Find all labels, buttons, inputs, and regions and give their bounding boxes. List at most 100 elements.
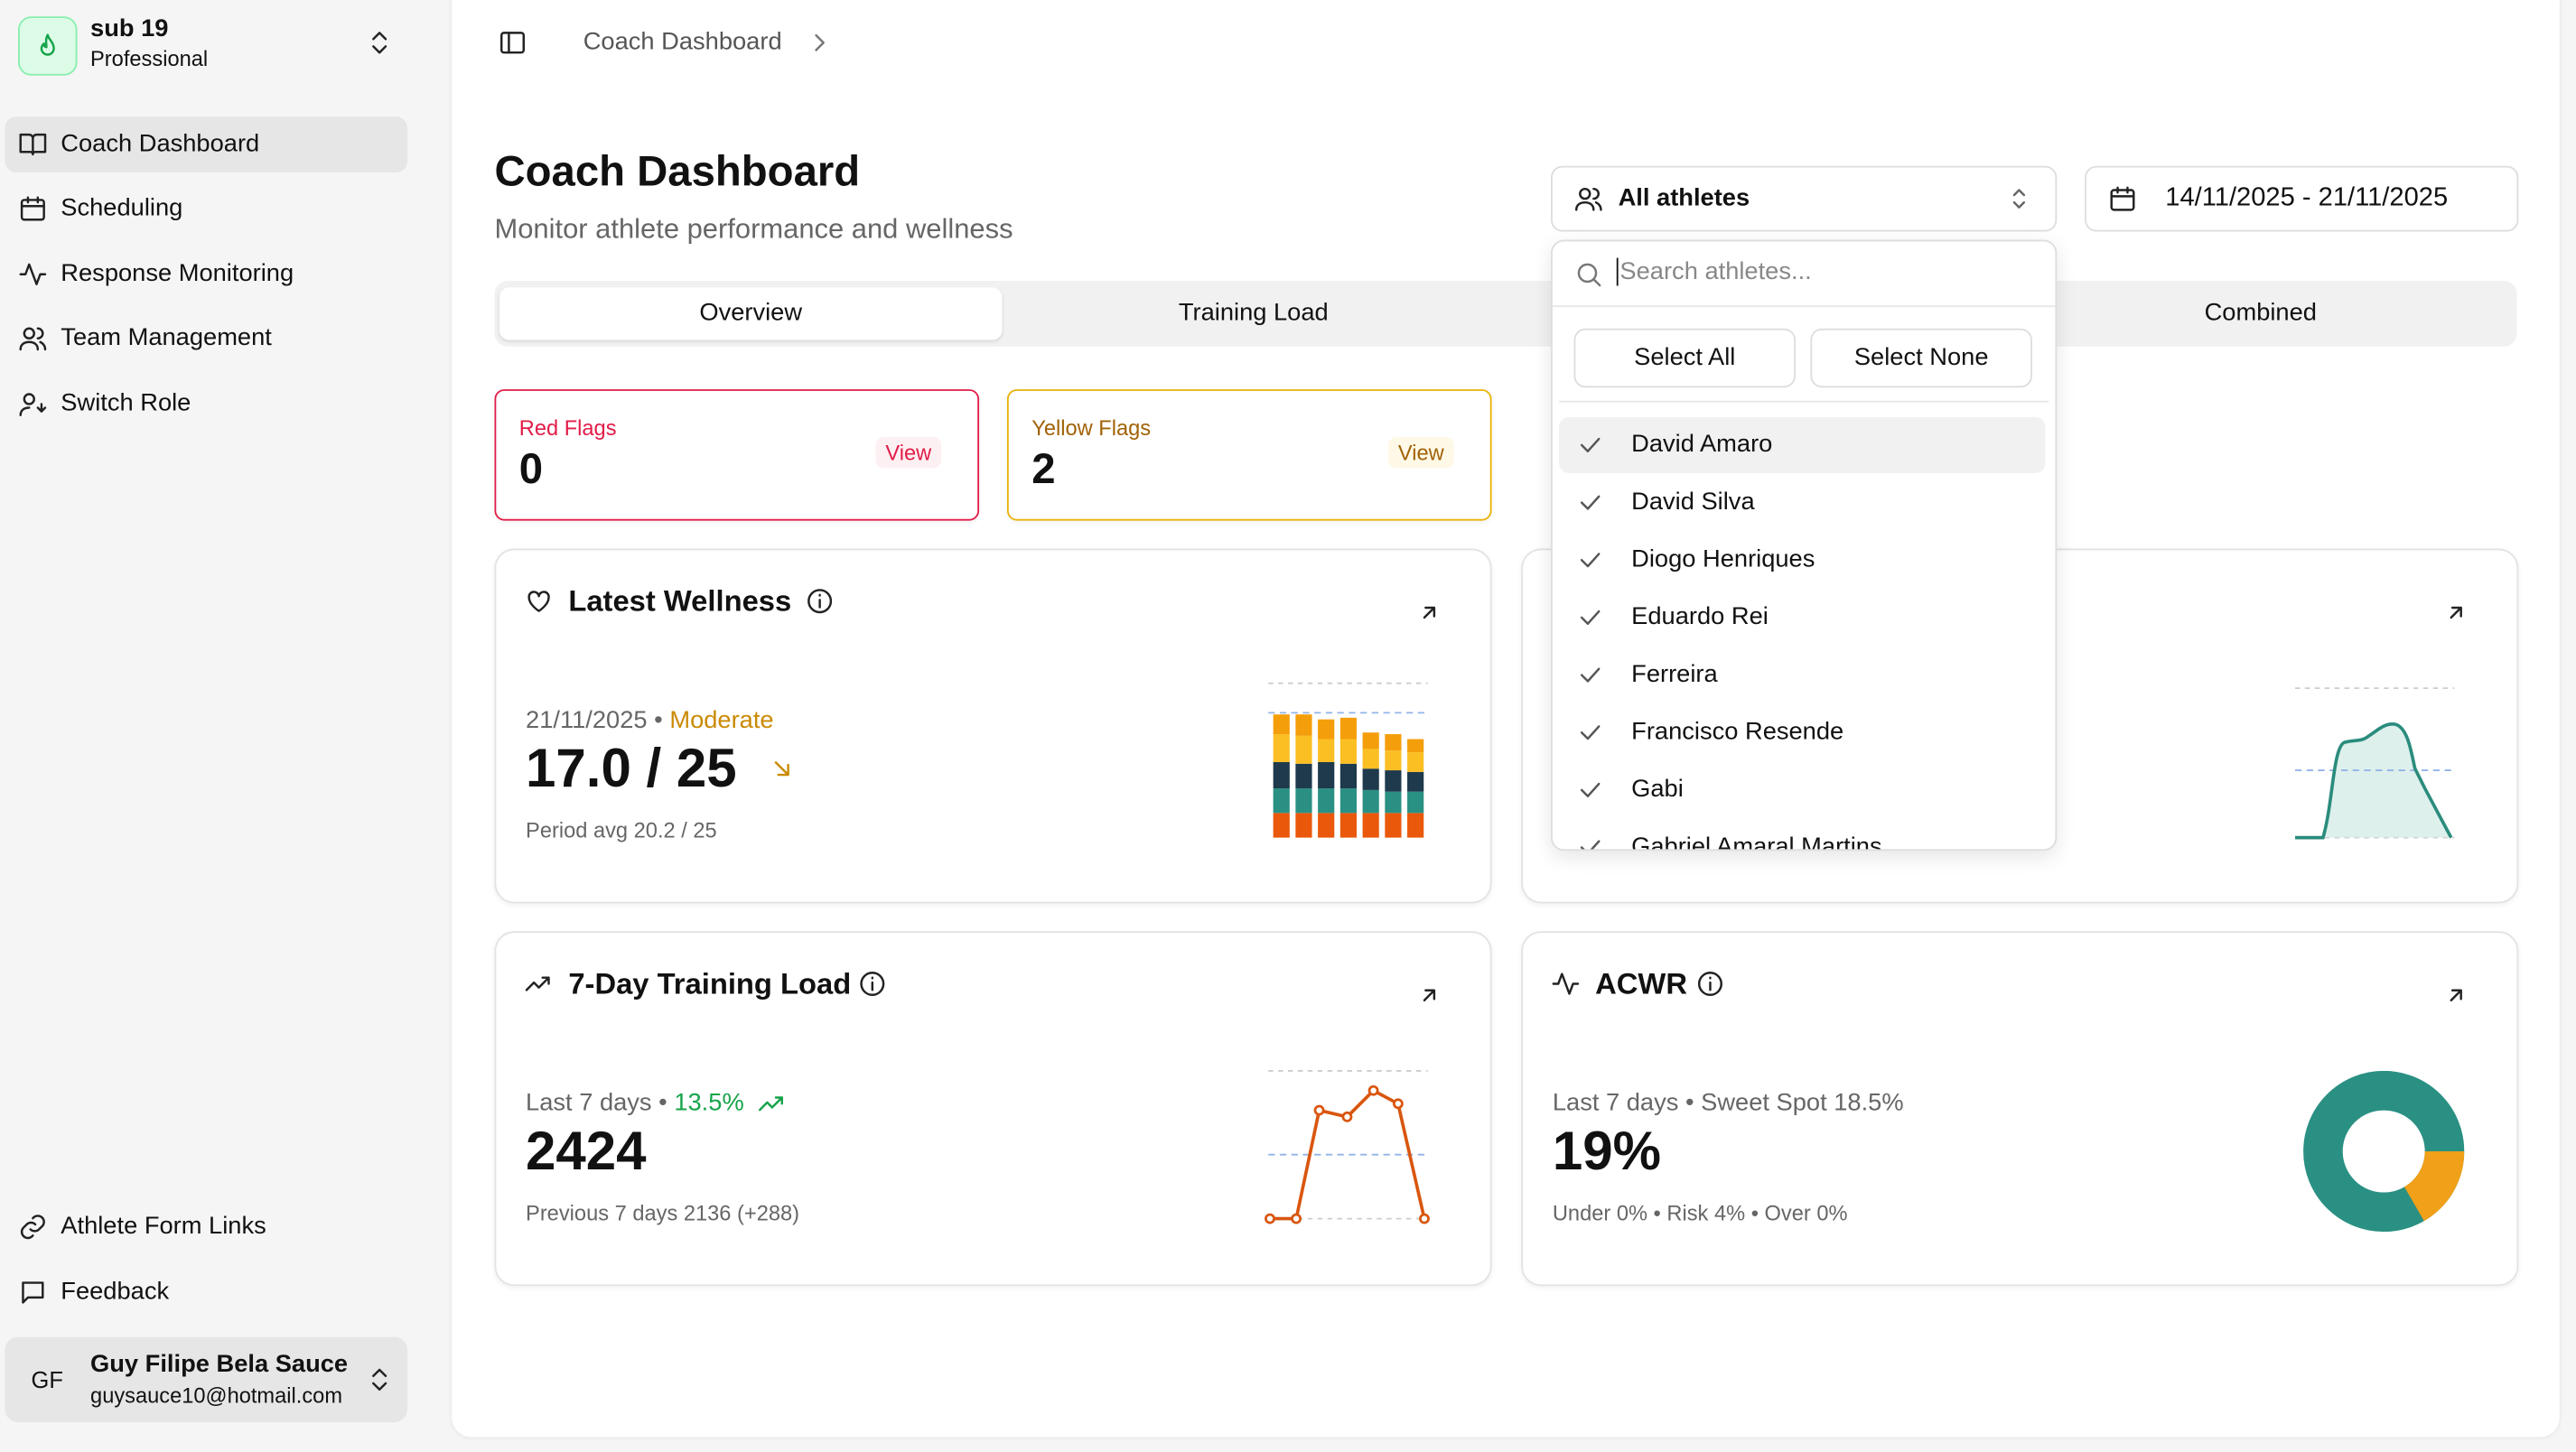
mini-bar: [1407, 752, 1424, 772]
flag-count: 0: [518, 443, 544, 493]
search-input[interactable]: Search athletes...: [1616, 257, 1812, 286]
mini-bar: [1318, 761, 1335, 789]
mini-bar: [1407, 739, 1424, 753]
mini-bar: [1407, 813, 1424, 838]
flag-view[interactable]: View: [875, 436, 942, 469]
mini-bar: [1385, 770, 1402, 792]
period: Last 7 days: [526, 1088, 652, 1117]
mini-bar: [1385, 734, 1402, 751]
flag-count: 2: [1031, 443, 1056, 493]
separator: •: [654, 706, 663, 735]
athlete-name: Ferreira: [1631, 660, 1718, 689]
card-meta: Last 7 days • Sweet Spot 18.5%: [1553, 1089, 1904, 1117]
date-range-picker[interactable]: 14/11/2025 - 21/11/2025: [2085, 165, 2519, 232]
user-name: Guy Filipe Bela Sauce: [90, 1350, 349, 1379]
nav-label: Switch Role: [61, 389, 191, 417]
athlete-option[interactable]: Gabi: [1559, 762, 2045, 818]
nav-item[interactable]: Scheduling: [5, 181, 407, 237]
mini-bar: [1273, 813, 1290, 838]
nav-label: Athlete Form Links: [61, 1212, 266, 1241]
nav-item[interactable]: Feedback: [5, 1265, 407, 1321]
mini-bar: [1295, 813, 1312, 838]
athlete-option[interactable]: Diogo Henriques: [1559, 532, 2045, 588]
user-email: guysauce10@hotmail.com: [90, 1382, 343, 1408]
mini-bar: [1407, 771, 1424, 792]
check-icon: [1580, 610, 1601, 625]
tab[interactable]: Training Load: [1178, 299, 1329, 327]
mini-bar: [1362, 732, 1379, 749]
check-icon: [1580, 437, 1601, 452]
athlete-name: Gabi: [1631, 775, 1684, 804]
wellness-card[interactable]: Latest Wellness 21/11/2025 • Moderate 17…: [494, 548, 1492, 904]
athlete-option[interactable]: Gabriel Amaral Martins: [1559, 820, 2045, 852]
load-sparkline: [1265, 1070, 1430, 1224]
athlete-name: Gabriel Amaral Martins: [1631, 833, 1882, 852]
team-name: sub 19: [90, 14, 169, 43]
athlete-option[interactable]: David Silva: [1559, 475, 2045, 531]
sidebar-toggle[interactable]: [498, 28, 527, 58]
mini-bar: [1318, 719, 1335, 740]
card-title: Latest Wellness: [568, 584, 792, 618]
card-title: ACWR: [1595, 967, 1687, 1001]
date-range: 14/11/2025 - 21/11/2025: [2165, 183, 2449, 212]
check-icon: [1580, 667, 1601, 683]
team-plan: Professional: [90, 45, 209, 71]
training-load-card[interactable]: 7-Day Training Load Last 7 days • 13.5% …: [494, 931, 1492, 1287]
nav-label: Scheduling: [61, 193, 183, 222]
athlete-option[interactable]: Francisco Resende: [1559, 704, 2045, 760]
user-initials: GF: [31, 1366, 63, 1393]
mini-bar: [1339, 788, 1358, 814]
tab[interactable]: Overview: [499, 287, 1003, 340]
mini-bar: [1295, 735, 1312, 764]
team-logo: [18, 16, 78, 76]
select-none[interactable]: Select None: [1810, 328, 2032, 388]
mini-bar: [1273, 714, 1290, 735]
card-meta: Last 7 days • 13.5%: [526, 1089, 744, 1117]
athlete-dropdown: Search athletes... Select All Select Non…: [1551, 239, 2058, 852]
mini-bar: [1295, 788, 1312, 814]
nav-item[interactable]: Response Monitoring: [5, 247, 407, 302]
athlete-name: David Amaro: [1631, 430, 1773, 459]
check-icon: [1580, 495, 1601, 510]
flag-label: Yellow Flags: [1031, 415, 1152, 441]
select-all[interactable]: Select All: [1573, 328, 1797, 388]
athlete-option[interactable]: David Amaro: [1559, 416, 2046, 473]
page-title: Coach Dashboard: [494, 145, 861, 196]
yellow-flags-card: Yellow Flags 2 View: [1006, 389, 1492, 521]
card-value: 17.0 / 25: [526, 737, 737, 798]
tab[interactable]: Combined: [2204, 299, 2317, 327]
mini-bar: [1273, 734, 1290, 762]
nav-item[interactable]: Athlete Form Links: [5, 1199, 407, 1255]
acwr-donut: [2303, 1070, 2465, 1233]
athlete-select[interactable]: All athletes: [1551, 165, 2058, 232]
acwr-card[interactable]: ACWR Last 7 days • Sweet Spot 18.5% 19% …: [1521, 931, 2519, 1287]
check-icon: [1580, 782, 1601, 797]
mini-bar: [1362, 749, 1379, 769]
card-value: 2424: [526, 1120, 647, 1181]
nav-item[interactable]: Coach Dashboard: [5, 116, 408, 172]
tab-bar: Overview Training Load Combined: [494, 281, 2517, 347]
nav-item[interactable]: Team Management: [5, 311, 407, 367]
mini-bar: [1362, 789, 1379, 814]
mini-bar: [1385, 791, 1402, 814]
nav-item[interactable]: Switch Role: [5, 377, 407, 433]
team-switcher[interactable]: [365, 28, 395, 58]
nav-label: Team Management: [61, 323, 272, 352]
mini-bar: [1295, 763, 1312, 789]
card-note: Previous 7 days 2136 (+288): [526, 1200, 800, 1225]
mini-bar: [1407, 791, 1424, 814]
nav-label: Response Monitoring: [61, 259, 294, 288]
athlete-option[interactable]: Ferreira: [1559, 647, 2045, 703]
nav-label: Coach Dashboard: [61, 129, 260, 158]
card-title: 7-Day Training Load: [568, 967, 852, 1001]
period: Last 7 days: [1552, 1088, 1679, 1117]
flag-view[interactable]: View: [1387, 436, 1454, 469]
check-icon: [1580, 840, 1601, 850]
athlete-option[interactable]: Eduardo Rei: [1559, 590, 2045, 646]
user-menu[interactable]: GF Guy Filipe Bela Sauce guysauce10@hotm…: [5, 1336, 408, 1423]
mini-bar: [1339, 763, 1358, 789]
athlete-select-label: All athletes: [1618, 183, 1750, 212]
trend-sparkline: [2294, 687, 2455, 840]
